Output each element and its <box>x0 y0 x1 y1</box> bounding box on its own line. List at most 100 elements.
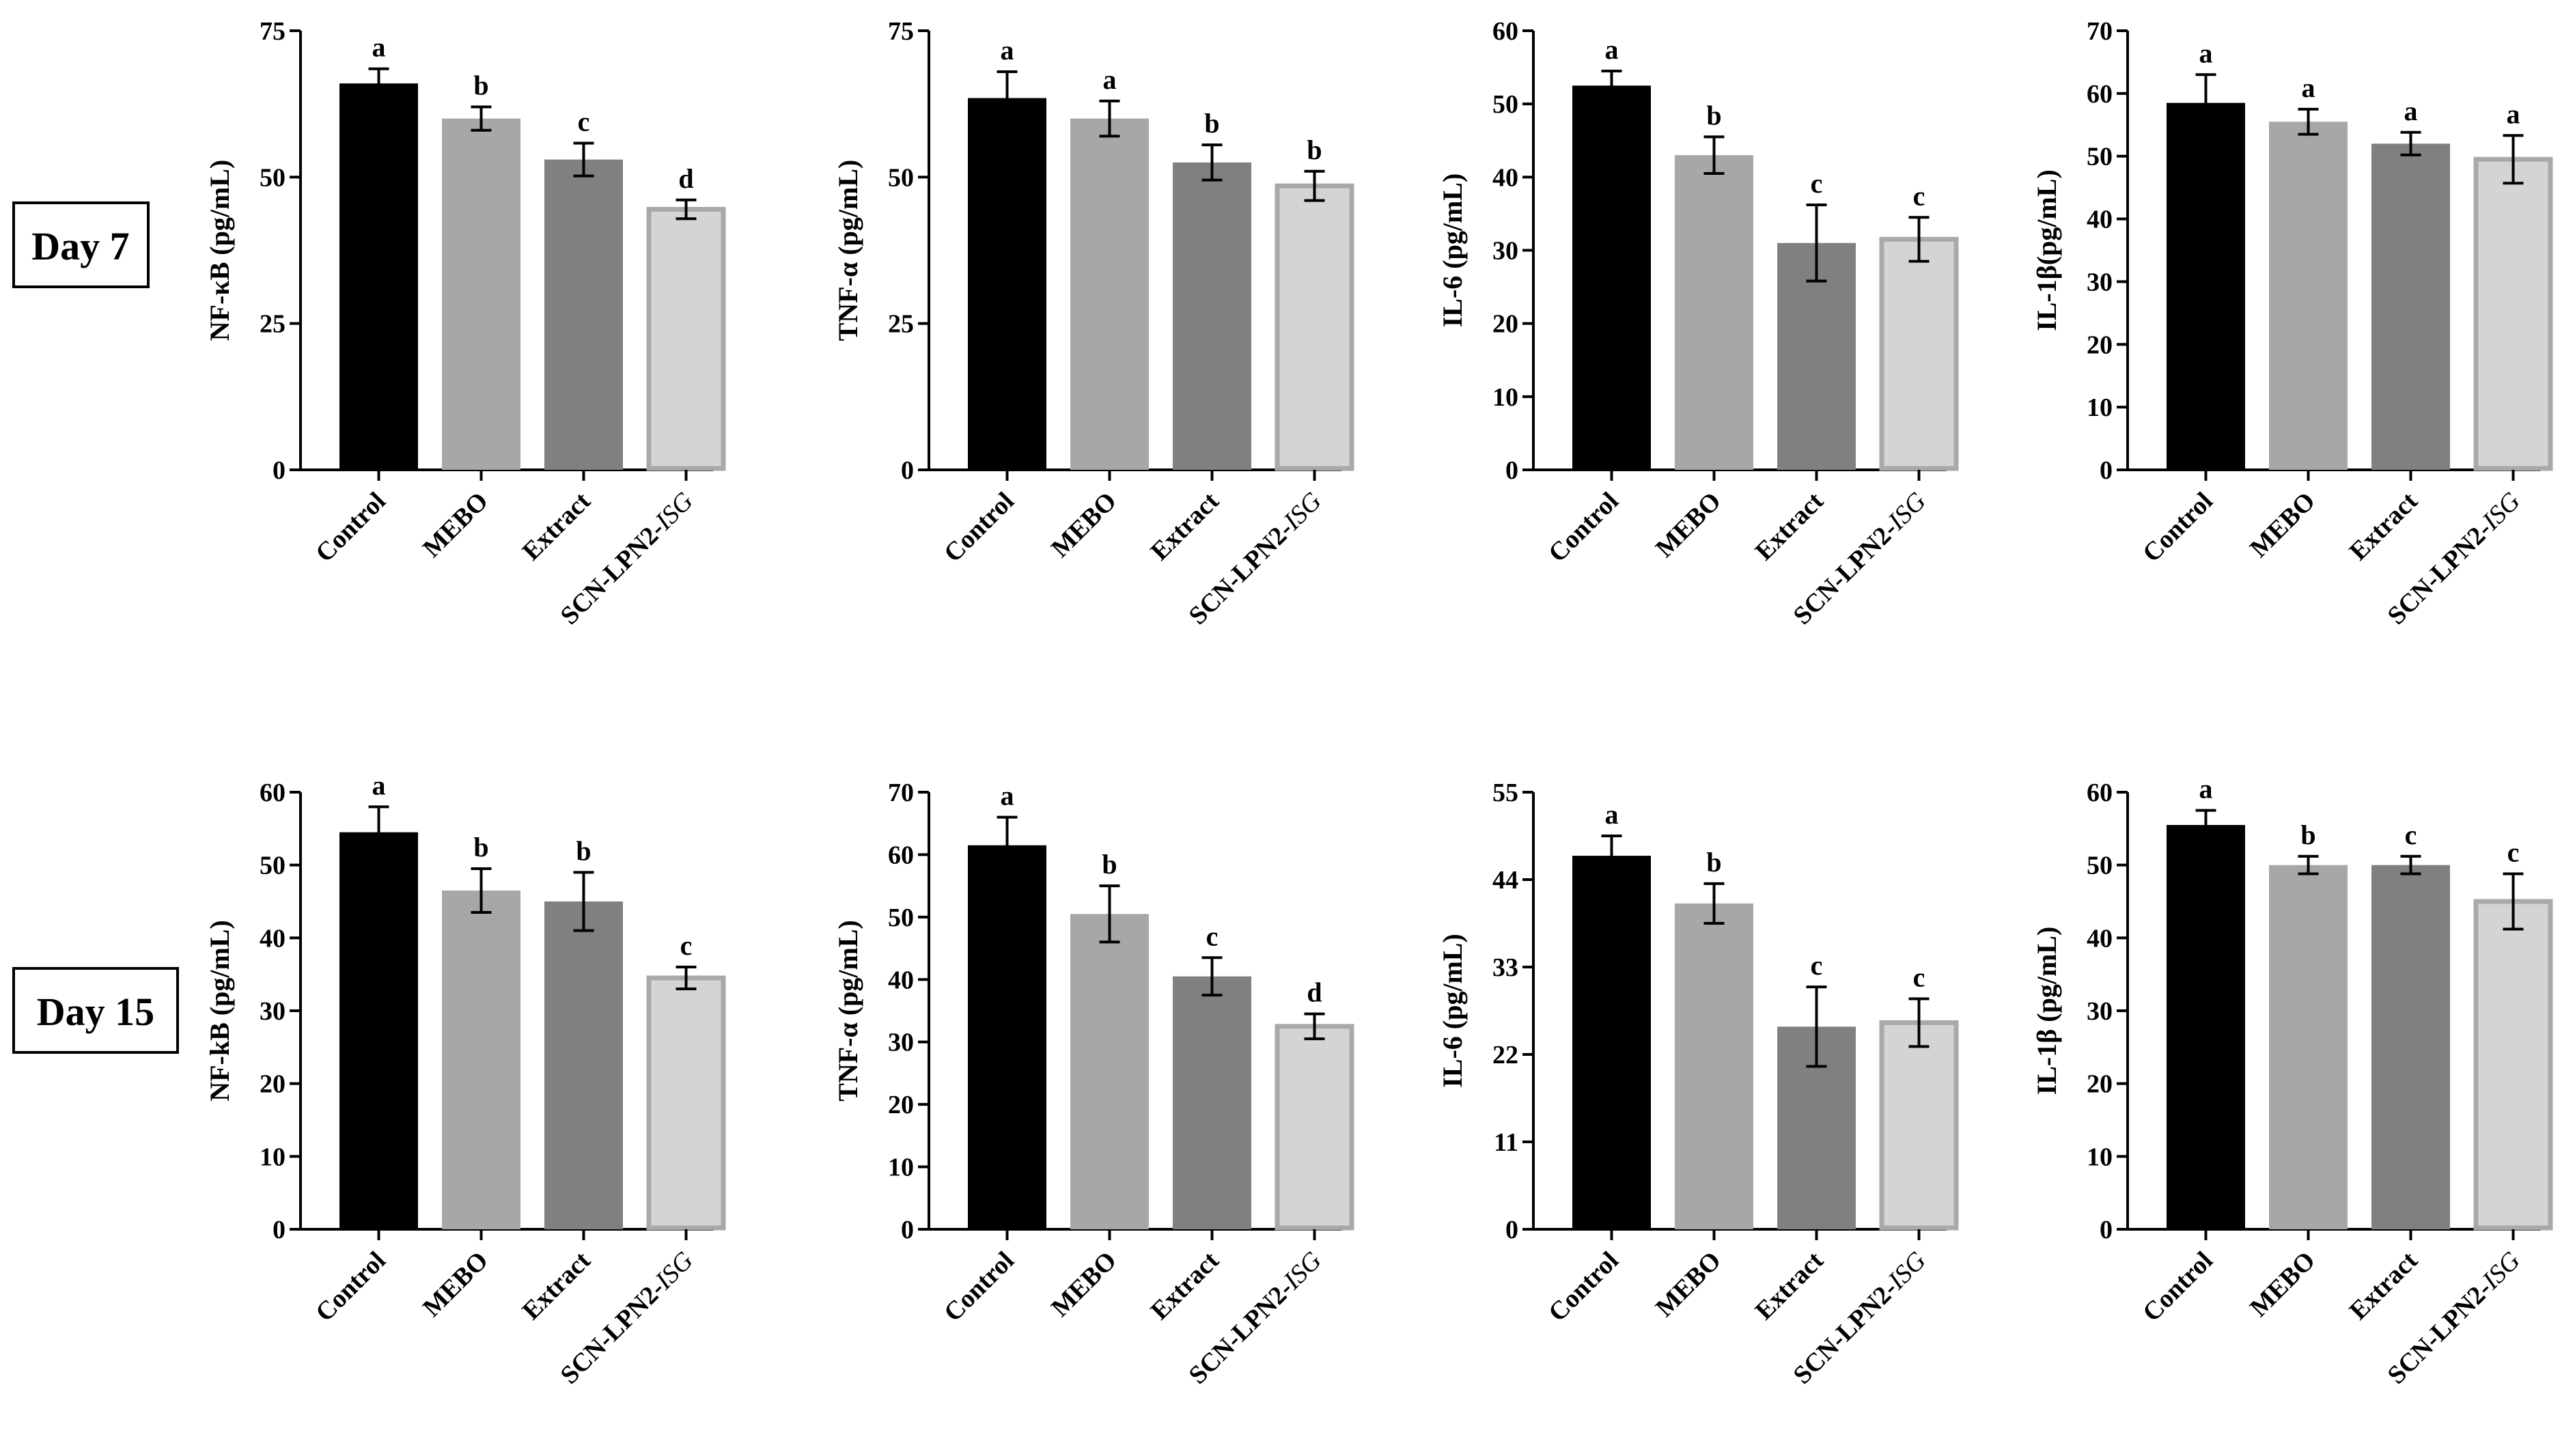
bar <box>1675 903 1753 1229</box>
category-label-part: Control <box>938 487 1020 568</box>
significance-letter: a <box>372 770 386 800</box>
y-tick-label: 30 <box>888 1028 914 1057</box>
bar <box>2167 102 2245 470</box>
category-label-part: SCN-LPN2- <box>1788 1274 1904 1390</box>
significance-letter: a <box>1605 799 1619 830</box>
category-label: MEBO <box>1650 1246 1727 1323</box>
category-label-part: Extract <box>2344 486 2423 565</box>
y-tick-label: 75 <box>888 17 914 46</box>
y-tick-label: 33 <box>1492 953 1518 982</box>
significance-letter: a <box>2404 96 2418 126</box>
y-tick-label: 10 <box>888 1153 914 1182</box>
y-tick-label: 20 <box>888 1091 914 1119</box>
category-label-part: SCN-LPN2- <box>1788 515 1904 630</box>
bar <box>2371 143 2450 471</box>
category-label-part: SCN-LPN2- <box>555 1274 671 1390</box>
category-label-part: MEBO <box>1046 487 1122 563</box>
significance-letter: b <box>1204 108 1219 139</box>
y-tick-label: 60 <box>1492 17 1518 46</box>
bar <box>1070 118 1149 471</box>
y-tick-label: 40 <box>2087 206 2113 234</box>
y-tick-label: 10 <box>260 1143 286 1171</box>
significance-letter: b <box>1706 847 1721 878</box>
row-label-day7: Day 7 <box>12 201 150 288</box>
y-tick-label: 20 <box>2087 1070 2113 1099</box>
panel-day7-tnfa: 0 25 50 75 TNF-α (pg/mL) a Control a MEBO b Extrac… <box>833 17 1354 630</box>
bar <box>1275 183 1354 471</box>
bar <box>2473 899 2553 1231</box>
significance-letter: d <box>678 163 693 194</box>
category-label: Control <box>310 1246 391 1328</box>
y-tick-label: 0 <box>1505 456 1518 485</box>
category-label: MEBO <box>1046 1246 1122 1323</box>
y-tick-label: 30 <box>2087 268 2113 296</box>
bar <box>968 845 1046 1229</box>
y-tick-label: 30 <box>260 997 286 1026</box>
bar <box>1879 236 1959 471</box>
bar <box>442 118 520 471</box>
bar <box>544 159 623 470</box>
bar <box>968 98 1046 471</box>
significance-letter: b <box>576 835 591 866</box>
y-tick-label: 10 <box>2087 393 2113 422</box>
category-label: Control <box>938 487 1020 568</box>
category-label: MEBO <box>417 1246 494 1323</box>
y-tick-label: 60 <box>260 779 286 807</box>
category-label-part: MEBO <box>417 487 494 563</box>
category-label-part: MEBO <box>2244 487 2321 563</box>
category-label: Control <box>1543 487 1624 568</box>
bar <box>2269 122 2348 470</box>
y-tick-label: 50 <box>260 163 286 192</box>
significance-letter: a <box>1103 64 1117 95</box>
category-label: Extract <box>2344 486 2423 565</box>
bar <box>442 891 520 1229</box>
bar <box>1572 85 1651 470</box>
y-axis-label: IL-1β (pg/mL) <box>2031 927 2062 1095</box>
bar <box>1070 914 1149 1229</box>
category-label-part: MEBO <box>2244 1246 2321 1323</box>
category-label: Control <box>938 1246 1020 1328</box>
y-axis-label: NF-kB (pg/mL) <box>204 920 235 1102</box>
category-label-part: SCN-LPN2- <box>555 515 671 630</box>
category-label-part: MEBO <box>417 1246 494 1323</box>
significance-letter: c <box>578 107 590 137</box>
y-tick-label: 70 <box>888 779 914 807</box>
category-label-part: MEBO <box>1650 1246 1727 1323</box>
category-label: Extract <box>1750 1246 1829 1325</box>
y-tick-label: 50 <box>260 852 286 880</box>
category-label: Extract <box>1750 486 1829 565</box>
category-label-part: Control <box>1543 487 1624 568</box>
y-tick-label: 50 <box>2087 852 2113 880</box>
y-tick-label: 50 <box>1492 90 1518 119</box>
y-tick-label: 0 <box>273 456 286 485</box>
y-tick-label: 75 <box>260 17 286 46</box>
y-tick-label: 44 <box>1492 866 1518 895</box>
category-label: MEBO <box>1046 487 1122 563</box>
category-label-part: SCN-LPN2- <box>1184 515 1299 630</box>
y-tick-label: 22 <box>1492 1041 1518 1069</box>
significance-letter: a <box>2302 72 2315 103</box>
y-tick-label: 0 <box>273 1216 286 1244</box>
category-label-part: SCN-LPN2- <box>1184 1274 1299 1390</box>
category-label: MEBO <box>417 487 494 563</box>
bar <box>339 83 418 470</box>
significance-letter: a <box>1001 781 1014 811</box>
y-tick-label: 0 <box>1505 1216 1518 1244</box>
bar <box>1675 155 1753 470</box>
row-label-day7-text: Day 7 <box>31 224 129 268</box>
category-label-part: Extract <box>517 486 596 565</box>
bar <box>1572 856 1651 1229</box>
y-tick-label: 0 <box>2100 1216 2113 1244</box>
significance-letter: c <box>2405 820 2417 850</box>
y-axis-label: IL-1β(pg/mL) <box>2031 169 2062 331</box>
y-tick-label: 40 <box>2087 924 2113 953</box>
row-label-day15-text: Day 15 <box>37 990 154 1034</box>
significance-letter: a <box>2199 774 2213 804</box>
y-tick-label: 20 <box>260 1070 286 1099</box>
bar <box>2167 825 2245 1229</box>
panel-day7-il1b: 0 10 20 30 40 50 60 70 IL-1β(pg/mL) a Control a MEBO… <box>2031 17 2553 630</box>
significance-letter: c <box>680 930 693 961</box>
y-tick-label: 20 <box>1492 310 1518 339</box>
significance-letter: b <box>1307 135 1322 165</box>
